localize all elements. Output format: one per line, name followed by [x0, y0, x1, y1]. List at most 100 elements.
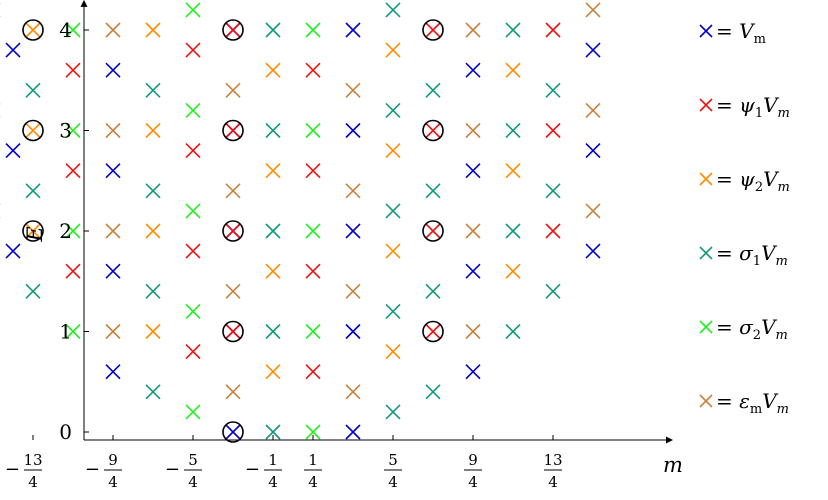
- legend-text-3: = σ: [716, 241, 754, 265]
- data-point-series-5-14: [345, 82, 361, 98]
- data-point-series-2-16: [505, 163, 521, 179]
- x-tick-label-7: 134: [543, 451, 562, 491]
- data-point-series-4-6: [185, 203, 201, 219]
- legend-entry-5: = εmVm: [699, 389, 789, 417]
- data-point-series-3-24: [505, 22, 521, 38]
- data-point-series-5-11: [345, 384, 361, 400]
- data-point-series-3-22: [505, 223, 521, 239]
- circle-marker-1: [22, 119, 44, 142]
- data-point-series-3-27: [545, 82, 561, 98]
- x-tick-minus-3: −: [245, 459, 260, 480]
- legend-label-1: = ψ1Vm: [716, 93, 790, 121]
- legend-marker-4: [699, 320, 713, 334]
- data-point-series-3-13: [385, 303, 401, 319]
- data-point-series-0-1: [5, 143, 21, 159]
- x-tick-numerator-4: 1: [308, 451, 318, 469]
- legend-label-4: = σ2Vm: [716, 315, 788, 343]
- data-point-series-3-8: [265, 323, 281, 340]
- data-point-series-4-0: [65, 323, 81, 340]
- x-tick-numerator-7: 13: [543, 451, 562, 469]
- data-point-series-3-19: [425, 183, 441, 199]
- data-point-series-5-21: [585, 2, 601, 18]
- data-point-series-3-21: [505, 323, 521, 340]
- legend: = Vm= ψ1Vm= ψ2Vm= σ1Vm= σ2Vm= εmVm: [699, 19, 790, 417]
- x-tick-denominator-7: 4: [548, 473, 558, 491]
- y-tick-label-3: 3: [59, 119, 72, 143]
- x-tick-label-3: 1 4−: [245, 451, 282, 491]
- legend-prefix-sub-1: m: [778, 106, 790, 121]
- data-point-series-0-15: [345, 122, 361, 139]
- data-point-series-5-19: [585, 203, 601, 219]
- legend-label-5: = εmVm: [716, 389, 789, 417]
- legend-label-0: = Vm: [716, 19, 766, 47]
- legend-text-2: = ψ: [716, 167, 755, 191]
- legend-text-5: = ε: [716, 389, 750, 413]
- x-tick-numerator-2: 5: [188, 451, 198, 469]
- data-point-series-5-6: [105, 22, 121, 38]
- legend-prefix-sub-5: m: [777, 402, 789, 417]
- data-point-series-1-4: [185, 243, 201, 259]
- x-axis-label: m: [663, 453, 683, 477]
- legend-subscript-1: 1: [755, 106, 763, 121]
- legend-text-1: = ψ: [716, 93, 755, 117]
- data-point-series-1-7: [225, 323, 241, 340]
- data-point-series-2-1: [25, 122, 41, 139]
- x-tick-label-1: 9 4−: [85, 451, 122, 491]
- data-point-series-2-0: [25, 223, 41, 239]
- data-point-series-5-13: [345, 183, 361, 199]
- x-tick-label-5: 54: [384, 451, 402, 491]
- data-point-series-1-19: [545, 223, 561, 239]
- data-point-series-1-17: [425, 122, 441, 139]
- data-point-series-2-9: [265, 163, 281, 179]
- circle-marker-2: [22, 19, 44, 41]
- data-point-series-1-1: [65, 163, 81, 179]
- circle-marker-6: [222, 119, 244, 142]
- data-point-series-4-4: [185, 404, 201, 420]
- data-point-series-5-10: [225, 82, 241, 98]
- circle-marker-3: [222, 421, 244, 443]
- data-point-series-0-12: [345, 424, 361, 440]
- data-point-series-0-0: [5, 243, 21, 259]
- data-point-series-2-15: [505, 263, 521, 279]
- legend-prefix-5: V: [762, 389, 779, 413]
- data-point-series-0-16: [345, 22, 361, 38]
- legend-prefix-3: V: [761, 241, 778, 265]
- x-tick-denominator-0: 4: [28, 473, 38, 491]
- data-point-series-3-12: [385, 404, 401, 420]
- legend-marker-0: [699, 24, 713, 38]
- x-tick-numerator-5: 5: [388, 451, 398, 469]
- data-point-series-2-14: [385, 42, 401, 58]
- data-point-series-2-13: [385, 143, 401, 159]
- x-tick-denominator-5: 4: [388, 473, 398, 491]
- data-point-series-2-11: [385, 344, 401, 360]
- data-point-series-2-12: [385, 243, 401, 259]
- data-point-series-5-15: [465, 323, 481, 340]
- data-point-series-0-2: [5, 42, 21, 58]
- legend-text-4: = σ: [716, 315, 754, 339]
- data-point-series-4-12: [305, 122, 321, 139]
- x-tick-denominator-4: 4: [308, 473, 318, 491]
- data-point-series-5-7: [225, 384, 241, 400]
- legend-text-0: = V: [716, 19, 756, 43]
- data-point-series-3-14: [385, 203, 401, 219]
- data-point-series-5-9: [225, 183, 241, 199]
- data-point-series-0-5: [105, 163, 121, 179]
- circle-marker-8: [422, 320, 444, 343]
- legend-marker-2: [699, 172, 713, 186]
- data-point-series-3-20: [425, 82, 441, 98]
- y-tick-label-4: 4: [59, 18, 72, 42]
- data-point-series-2-8: [265, 263, 281, 279]
- circle-marker-9: [422, 220, 444, 242]
- data-point-series-5-17: [465, 122, 481, 139]
- legend-marker-1: [699, 98, 713, 112]
- data-point-series-0-6: [105, 62, 121, 78]
- circle-marker-11: [422, 19, 444, 41]
- x-tick-denominator-3: 4: [268, 473, 278, 491]
- x-axis-arrow: [666, 436, 673, 444]
- data-point-series-5-20: [585, 102, 601, 118]
- data-point-series-1-5: [185, 143, 201, 159]
- data-point-series-3-9: [265, 223, 281, 239]
- data-point-series-1-3: [185, 344, 201, 360]
- x-tick-minus-1: −: [85, 459, 100, 480]
- x-tick-numerator-0: 13: [23, 451, 42, 469]
